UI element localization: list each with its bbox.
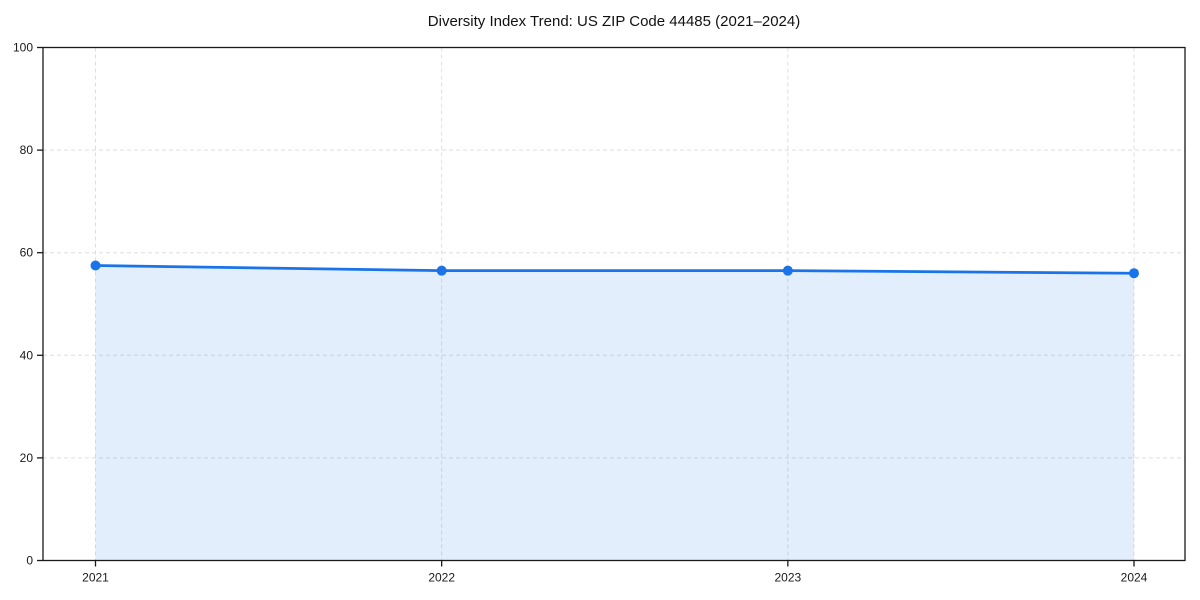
chart-title: Diversity Index Trend: US ZIP Code 44485… — [427, 13, 801, 30]
y-tick-label: 60 — [20, 246, 34, 260]
x-tick-label: 2021 — [82, 571, 109, 585]
data-point — [1129, 268, 1139, 279]
y-tick-label: 100 — [13, 41, 33, 55]
x-tick-label: 2022 — [428, 571, 455, 585]
data-point — [782, 265, 793, 276]
data-point — [436, 265, 447, 276]
axes-frame — [42, 46, 1186, 562]
trend-line — [94, 264, 1136, 275]
plot-area — [43, 47, 1185, 561]
data-point — [90, 260, 101, 271]
y-tick-label: 40 — [20, 348, 34, 362]
y-tick-label: 20 — [20, 451, 34, 465]
y-tick-label: 0 — [26, 554, 33, 568]
x-tick-label: 2024 — [1121, 571, 1148, 585]
x-tick-label: 2023 — [774, 571, 801, 585]
area-fill — [95, 265, 1134, 561]
y-tick-label: 80 — [20, 143, 34, 157]
